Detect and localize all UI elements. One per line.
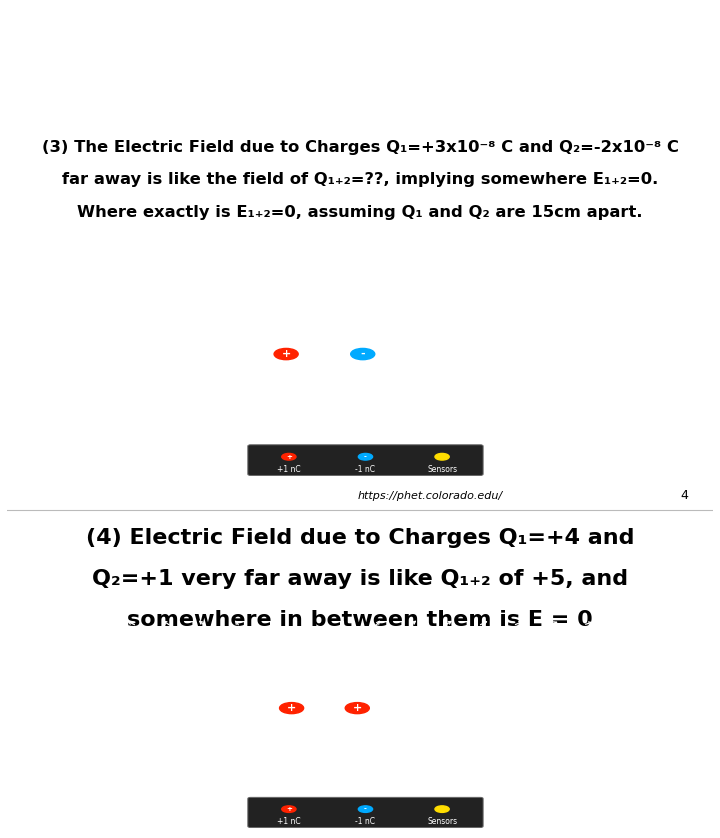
Text: +: +: [353, 703, 362, 713]
Text: +: +: [282, 349, 291, 359]
Circle shape: [282, 453, 296, 460]
Circle shape: [359, 806, 372, 812]
Text: -: -: [361, 349, 365, 359]
Text: Sensors: Sensors: [427, 817, 457, 825]
Circle shape: [435, 453, 449, 460]
Circle shape: [274, 349, 298, 360]
Text: (3) The Electric Field due to Charges Q₁=+3x10⁻⁸ C and Q₂=-2x10⁻⁸ C: (3) The Electric Field due to Charges Q₁…: [42, 140, 678, 155]
Circle shape: [279, 702, 304, 714]
Text: +: +: [286, 806, 292, 812]
Circle shape: [435, 806, 449, 812]
Text: (4) Electric Field due to Charges Q₁=+4 and: (4) Electric Field due to Charges Q₁=+4 …: [86, 528, 634, 547]
Text: -1 nC: -1 nC: [356, 817, 375, 825]
Circle shape: [282, 806, 296, 812]
Circle shape: [359, 453, 372, 460]
Text: +1 nC: +1 nC: [277, 817, 301, 825]
Text: 4: 4: [680, 489, 688, 502]
Text: Q₂=+1 very far away is like Q₁₊₂ of +5, and: Q₂=+1 very far away is like Q₁₊₂ of +5, …: [92, 569, 628, 589]
FancyBboxPatch shape: [248, 798, 483, 828]
Circle shape: [345, 702, 369, 714]
Text: +: +: [286, 453, 292, 460]
Text: -: -: [364, 453, 367, 460]
Text: Where exactly is E₁₊₂=0, assuming Q₁ and Q₂ are 15cm apart.: Where exactly is E₁₊₂=0, assuming Q₁ and…: [77, 204, 643, 220]
FancyBboxPatch shape: [248, 445, 483, 475]
Text: somewhere in between them is E = 0: somewhere in between them is E = 0: [127, 610, 593, 630]
Text: -1 nC: -1 nC: [356, 464, 375, 473]
Circle shape: [351, 349, 375, 360]
Text: Sensors: Sensors: [427, 464, 457, 473]
Text: -: -: [364, 806, 367, 812]
Text: https://phet.colorado.edu/: https://phet.colorado.edu/: [358, 491, 503, 500]
Text: +: +: [287, 703, 296, 713]
Text: +1 nC: +1 nC: [277, 464, 301, 473]
Text: far away is like the field of Q₁₊₂=??, implying somewhere E₁₊₂=0.: far away is like the field of Q₁₊₂=??, i…: [62, 172, 658, 187]
